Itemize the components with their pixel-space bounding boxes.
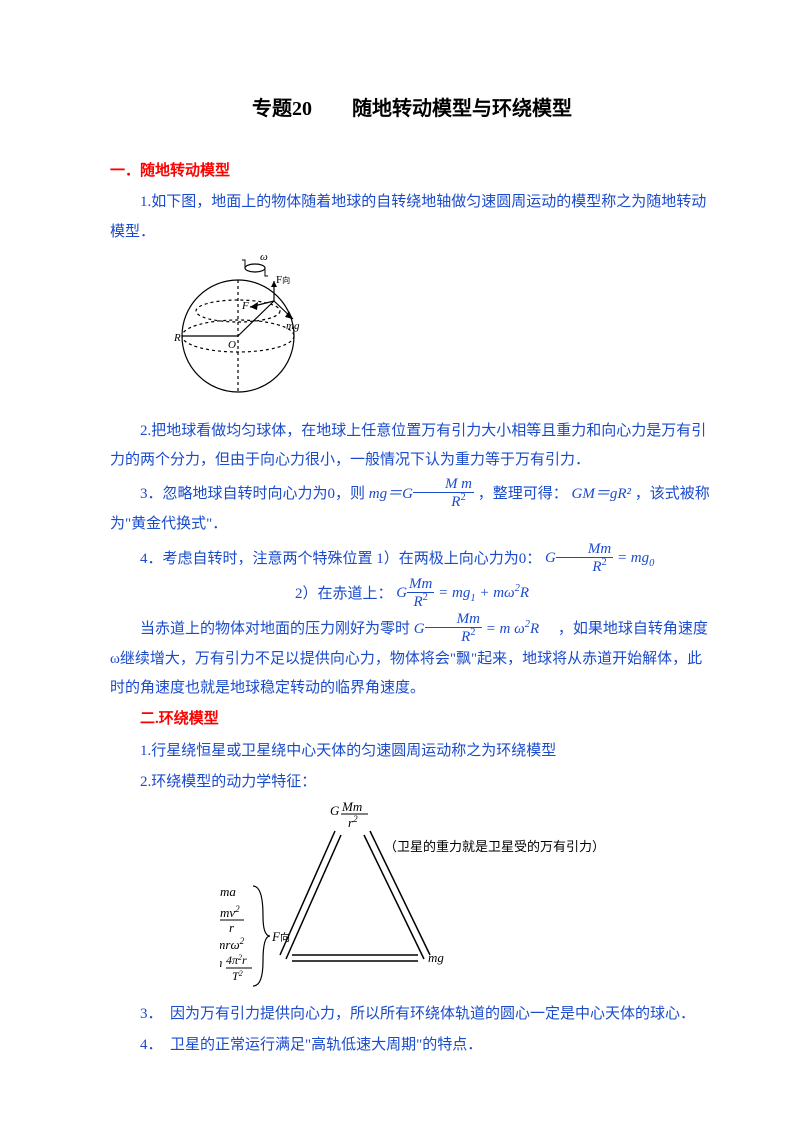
sec2-p2: 2.环绕模型的动力学特征：	[110, 768, 714, 797]
svg-text:mg: mg	[428, 950, 444, 965]
svg-text:F: F	[241, 300, 249, 312]
svg-text:R: R	[173, 332, 181, 344]
svg-text:mrω2: mrω2	[220, 936, 245, 952]
sec1-p4-line2: 2）在赤道上： GMmR2 = mg1 + mω2R	[110, 577, 714, 610]
sec1-p2: 2.把地球看做均匀球体，在地球上任意位置万有引力大小相等且重力和向心力是万有引力…	[110, 417, 714, 476]
formula-equator: GMmR2 = mg1 + mω2R	[396, 585, 529, 601]
page-title: 专题20 随地转动模型与环绕模型	[110, 90, 714, 129]
svg-text:r2: r2	[348, 814, 358, 830]
sec1-p4a: 4．考虑自转时，注意两个特殊位置 1）在两极上向心力为0：	[140, 550, 541, 566]
sec2-p4: 4． 卫星的正常运行满足"高轨低速大周期"的特点．	[110, 1031, 714, 1060]
sec1-p2-text: 2.把地球看做均匀球体，在地球上任意位置万有引力大小相等且重力和向心力是万有引力…	[110, 423, 706, 468]
svg-text:G: G	[330, 803, 340, 818]
svg-text:mg: mg	[286, 320, 300, 332]
sec1-p3a: 3．忽略地球自转时向心力为0，则	[140, 486, 369, 502]
triangle-diagram: G Mm r2 （卫星的重力就是卫星受的万有引力） ma mv2 r mrω2 …	[220, 801, 600, 996]
sphere-diagram: ω F向 F mg R O	[168, 251, 328, 411]
svg-text:ma: ma	[220, 884, 236, 899]
svg-text:mv2: mv2	[220, 904, 240, 920]
sec2-heading: 二.环绕模型	[110, 705, 714, 734]
sec1-heading: 一．随地转动模型	[110, 157, 714, 186]
svg-text:O: O	[228, 339, 236, 351]
formula-pole: GMmR2 = mg0	[545, 550, 654, 566]
svg-text:（卫星的重力就是卫星受的万有引力）: （卫星的重力就是卫星受的万有引力）	[384, 839, 600, 854]
svg-text:F向: F向	[276, 274, 290, 286]
formula-critical: GMmR2 = m ω2R	[414, 621, 539, 637]
svg-text:ω: ω	[260, 251, 268, 263]
sec1-p4: 4．考虑自转时，注意两个特殊位置 1）在两极上向心力为0： GMmR2 = mg…	[110, 542, 714, 575]
sec2-p1: 1.行星绕恒星或卫星绕中心天体的匀速圆周运动称之为环绕模型	[110, 737, 714, 766]
sec1-p5a: 当赤道上的物体对地面的压力刚好为零时	[140, 621, 414, 637]
sec1-p4b: 2）在赤道上：	[295, 585, 393, 601]
formula-mg-gmm: mg＝GM mR2	[369, 486, 474, 502]
svg-text:4π2r: 4π2r	[226, 953, 247, 968]
formula-golden: GM＝gR²	[572, 486, 632, 502]
sec1-p1: 1.如下图，地面上的物体随着地球的自转绕地轴做匀速圆周运动的模型称之为随地转动模…	[110, 188, 714, 247]
sec2-p3: 3． 因为万有引力提供向心力，所以所有环绕体轨道的圆心一定是中心天体的球心．	[110, 1000, 714, 1029]
svg-text:T2: T2	[232, 969, 243, 984]
sec1-p5: 当赤道上的物体对地面的压力刚好为零时 GMmR2 = m ω2R ，如果地球自转…	[110, 612, 714, 704]
svg-text:r: r	[229, 920, 235, 935]
sec1-p3b: ，整理可得：	[478, 486, 568, 502]
svg-text:F向: F向	[271, 929, 290, 944]
svg-text:m: m	[220, 955, 222, 970]
sec1-p3: 3．忽略地球自转时向心力为0，则 mg＝GM mR2 ，整理可得： GM＝gR²…	[110, 477, 714, 539]
svg-text:Mm: Mm	[341, 801, 362, 814]
